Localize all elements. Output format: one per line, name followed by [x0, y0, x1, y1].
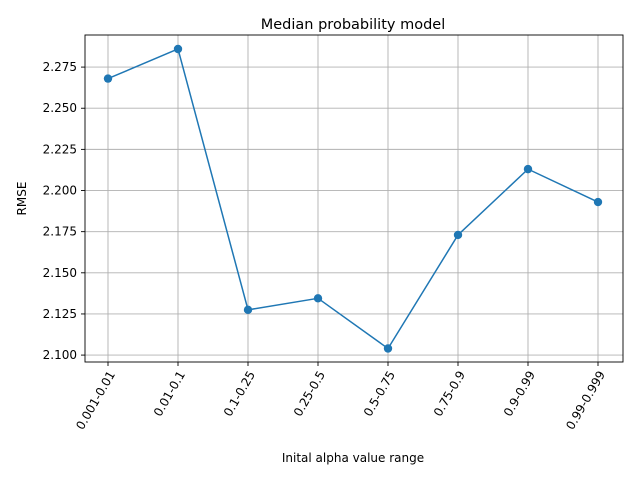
y-tick-label: 2.125 — [43, 307, 77, 321]
data-point — [103, 74, 113, 83]
data-point — [523, 164, 533, 174]
y-tick-label: 2.250 — [43, 101, 77, 115]
y-axis-label: RMSE — [15, 182, 29, 216]
data-point — [593, 197, 603, 207]
data-point — [453, 230, 463, 240]
plot-frame — [84, 34, 624, 363]
series-layer — [103, 44, 603, 353]
chart-title: Median probability model — [261, 17, 445, 33]
y-tick-label: 2.150 — [43, 266, 77, 280]
data-point — [383, 344, 393, 353]
data-point — [313, 294, 323, 303]
data-point — [243, 305, 253, 315]
y-tick-label: 2.200 — [43, 184, 77, 198]
grid-layer — [85, 35, 623, 362]
y-tick-label: 2.100 — [43, 348, 77, 362]
data-point — [173, 44, 183, 54]
y-tick-label: 2.275 — [43, 60, 77, 74]
series-line — [107, 48, 599, 350]
y-tick-label: 2.175 — [43, 225, 77, 239]
y-tick-label: 2.225 — [43, 142, 77, 156]
x-axis-label: Inital alpha value range — [282, 451, 424, 465]
